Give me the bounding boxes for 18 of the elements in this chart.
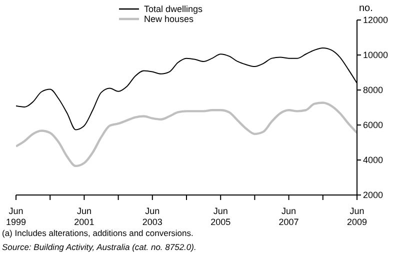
x-tick-label: Jun 1999 [6,206,26,227]
text: (a) Includes alterations, additions and conversions. [2,227,194,240]
y-tick-label: 6000 [363,120,384,130]
legend-label: Total dwellings [144,4,203,14]
y-axis-title: no. [359,3,373,14]
y-tick-label: 2000 [363,190,384,200]
source-note: Source: Building Activity, Australia (cat. no. 8752.0). [2,241,196,254]
x-tick-label: Jun 2005 [210,206,231,227]
x-tick-label: Jun 2009 [346,206,368,227]
x-tick-label: Jun 2003 [142,206,162,227]
y-tick-label: 4000 [363,155,384,166]
legend-label: New houses [144,14,194,24]
y-tick-label: 12000 [363,15,388,26]
x-tick-label: Jun 2007 [278,206,299,227]
y-tick-label: 10000 [363,50,388,60]
x-tick-label: Jun 2001 [74,206,94,227]
y-tick-label: 8000 [363,85,384,96]
line-series [16,102,357,168]
